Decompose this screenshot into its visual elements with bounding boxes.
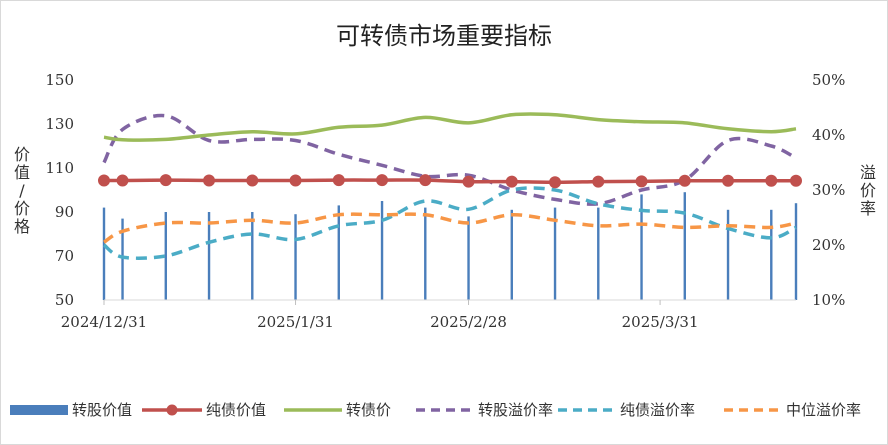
y2-axis-title-char: 价 bbox=[860, 181, 876, 200]
bar-converted-value bbox=[726, 209, 730, 300]
chart-title: 可转债市场重要指标 bbox=[336, 22, 552, 50]
y-tick-label: 90 bbox=[55, 203, 74, 221]
bar-converted-value bbox=[794, 203, 798, 300]
y-tick-label: 110 bbox=[45, 159, 74, 177]
y-tick-label: 70 bbox=[55, 247, 74, 265]
legend-label: 转股价值 bbox=[72, 401, 132, 419]
y-axis-title-char: 值 bbox=[14, 163, 30, 182]
series-marker bbox=[635, 175, 648, 188]
series-marker bbox=[765, 174, 778, 187]
bar-converted-value bbox=[683, 192, 686, 300]
bar-converted-value bbox=[164, 212, 167, 300]
series-marker bbox=[116, 174, 129, 187]
series-marker bbox=[332, 174, 345, 187]
y-axis-ticks: 50 70 90 110 130 150 bbox=[45, 71, 74, 309]
legend-label: 转股溢价率 bbox=[478, 401, 553, 419]
legend-label: 纯债价值 bbox=[206, 401, 266, 419]
series-marker bbox=[790, 174, 802, 187]
y2-tick-label: 50% bbox=[812, 71, 845, 89]
bar-converted-value bbox=[207, 212, 211, 300]
bar-converted-value bbox=[553, 207, 557, 300]
series-marker bbox=[159, 174, 172, 187]
series-line bbox=[102, 113, 797, 206]
y2-axis-title-char: 溢 bbox=[860, 163, 876, 182]
bar-converted-value bbox=[597, 207, 600, 300]
series-lines bbox=[98, 112, 802, 260]
series-marker bbox=[592, 175, 605, 188]
bar-converted-value bbox=[380, 201, 384, 300]
series-marker bbox=[419, 174, 432, 187]
series-marker bbox=[462, 175, 475, 188]
y2-tick-label: 20% bbox=[812, 236, 845, 254]
bar-converted-value bbox=[337, 205, 340, 300]
bar-converted-value bbox=[770, 209, 773, 300]
x-axis-ticks: 2024/12/31 2025/1/31 2025/2/28 2025/3/31 bbox=[61, 300, 699, 331]
y2-tick-label: 30% bbox=[812, 181, 845, 199]
y2-axis-ticks: 10% 20% 30% 40% 50% bbox=[812, 71, 845, 309]
series-marker bbox=[98, 174, 110, 187]
y2-tick-label: 10% bbox=[812, 291, 845, 309]
y-tick-label: 130 bbox=[45, 115, 74, 133]
series-line bbox=[103, 212, 797, 244]
y2-tick-label: 40% bbox=[812, 126, 845, 144]
series-marker bbox=[549, 176, 562, 189]
y-tick-label: 150 bbox=[45, 71, 74, 89]
x-tick-label: 2025/3/31 bbox=[622, 313, 699, 331]
y-axis-title-char: 价 bbox=[14, 145, 30, 164]
series-marker bbox=[246, 174, 259, 187]
bar-converted-value bbox=[467, 216, 470, 300]
bar-converted-value bbox=[424, 207, 427, 300]
x-tick-label: 2025/2/28 bbox=[430, 313, 507, 331]
series-line bbox=[103, 112, 797, 142]
bar-converted-value bbox=[121, 218, 124, 300]
legend-swatch bbox=[10, 405, 68, 415]
bar-converted-value bbox=[251, 212, 254, 300]
legend: 转股价值 纯债价值 转债价 转股溢价率 纯债溢价率 中位溢价率 bbox=[10, 401, 861, 419]
legend-marker bbox=[166, 404, 178, 416]
y-axis-title-char: 价 bbox=[14, 199, 30, 218]
bar-converted-value bbox=[102, 207, 106, 300]
bar-converted-value bbox=[510, 209, 513, 300]
series-marker bbox=[678, 174, 691, 187]
series-marker bbox=[505, 175, 518, 188]
y2-axis-title: 溢价率 bbox=[860, 163, 876, 218]
bar-converted-value bbox=[294, 214, 297, 300]
bars-converted-value bbox=[102, 192, 798, 300]
y-tick-label: 50 bbox=[55, 291, 74, 309]
bar-converted-value bbox=[640, 194, 643, 300]
y-axis-title-char: / bbox=[19, 181, 25, 200]
y-axis-title: 价值/价格 bbox=[14, 145, 30, 236]
legend-label: 转债价 bbox=[346, 401, 391, 419]
series-marker bbox=[376, 174, 389, 187]
legend-label: 中位溢价率 bbox=[786, 401, 861, 419]
series-marker bbox=[289, 174, 302, 187]
series-marker bbox=[722, 174, 735, 187]
legend-label: 纯债溢价率 bbox=[620, 401, 695, 419]
x-tick-label: 2024/12/31 bbox=[61, 313, 147, 331]
y2-axis-title-char: 率 bbox=[860, 199, 876, 218]
series-marker bbox=[203, 174, 216, 187]
x-tick-label: 2025/1/31 bbox=[257, 313, 334, 331]
y-axis-title-char: 格 bbox=[14, 217, 30, 236]
